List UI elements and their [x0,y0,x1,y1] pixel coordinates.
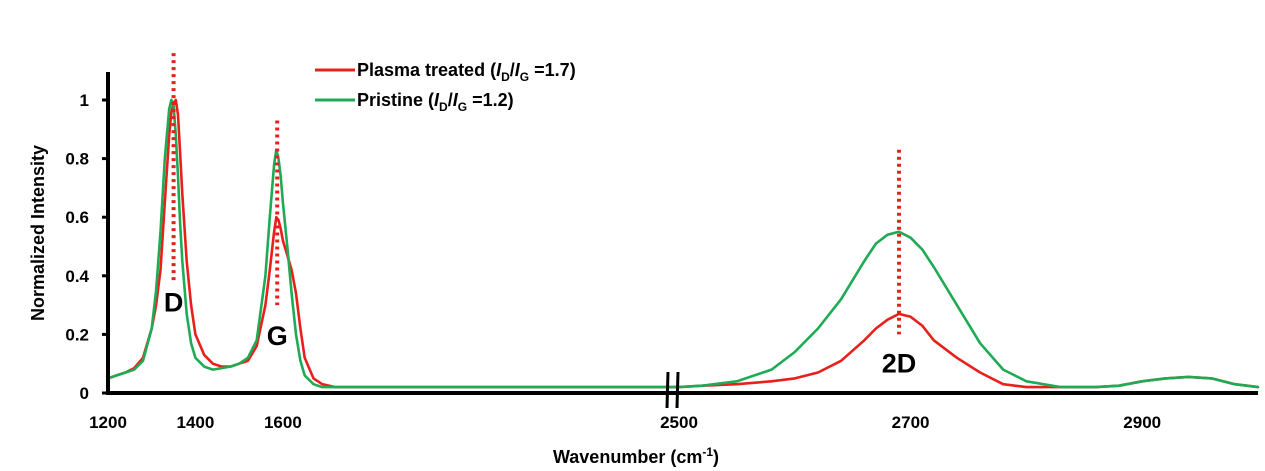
x-axis-title: Wavenumber (cm-1) [553,445,719,467]
y-tick-label-0.2: 0.2 [65,325,89,344]
axes-layer [106,72,1258,409]
legend-plasma-name: Plasma treated [357,60,485,80]
x-tick-label-1600: 1600 [264,413,302,432]
y-tick-label-0.4: 0.4 [65,267,89,286]
x-tick-label-1400: 1400 [177,413,215,432]
legend-label-plasma: Plasma treated (ID/IG =1.7) [357,60,576,84]
series-line-pristine [106,98,1260,389]
legend-pristine-name: Pristine [357,90,423,110]
axis-break-mark-1 [665,371,670,409]
x-tick-label-2500: 2500 [660,413,698,432]
legend-plasma-ratio: =1.7 [534,60,570,80]
peak-label-g: G [267,321,288,351]
y-tick-label-0.8: 0.8 [65,150,89,169]
x-axis-title-tail: ) [713,447,719,467]
peak-label-d: D [164,288,184,318]
y-axis-title: Normalized Intensity [28,145,48,321]
legend: Plasma treated (ID/IG =1.7) Pristine (ID… [315,60,576,114]
x-axis-title-superscript: -1 [702,445,713,459]
series-layer [106,98,1260,389]
x-tick-label-2900: 2900 [1123,413,1161,432]
y-tick-layer: 0 0.2 0.4 0.6 0.8 1 [65,91,108,403]
legend-label-pristine: Pristine (ID/IG =1.2) [357,90,514,114]
y-tick-label-0: 0 [80,384,89,403]
y-tick-label-0.6: 0.6 [65,208,89,227]
y-tick-label-1: 1 [80,91,89,110]
x-axis-title-main: Wavenumber (cm [553,447,702,467]
series-line-plasma-treated [106,98,1260,389]
legend-pristine-ratio: =1.2 [472,90,508,110]
x-tick-label-2700: 2700 [892,413,930,432]
axis-break-mark-2 [675,371,680,409]
x-tick-label-1200: 1200 [89,413,127,432]
peak-marker-layer: D G 2D [164,53,916,378]
peak-label-2d: 2D [882,348,917,378]
x-tick-layer: 1200 1400 1600 2500 2700 2900 [89,413,1161,432]
